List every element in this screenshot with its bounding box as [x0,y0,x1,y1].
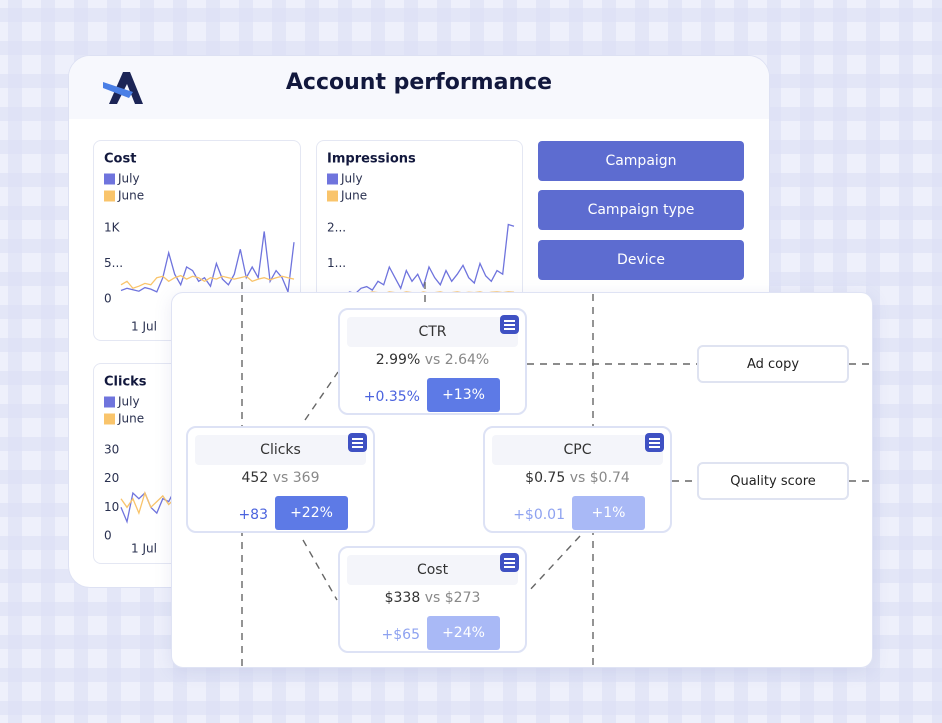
connector [302,539,338,601]
node-delta: +$0.01 [513,507,565,523]
metric-node[interactable]: Clicks 452 vs 369 +83 +22% [186,426,375,533]
legend-label: July [117,172,140,186]
y-tick-label: 1K [104,221,121,235]
node-delta: +83 [238,507,268,523]
node-vs: vs [272,470,289,486]
legend-swatch [104,413,115,425]
legend-label: June [340,189,367,203]
node-compare: 2.64% [444,352,490,368]
legend-swatch [104,173,115,185]
node-delta: +$65 [381,627,420,643]
node-value-row: 2.99% vs 2.64% [340,352,525,368]
y-tick-label: 0 [104,529,112,543]
icon-bar [504,558,515,560]
widget-title: Impressions [327,152,416,167]
icon-bar [352,438,363,440]
y-tick-label: 2... [327,221,346,235]
node-header: CTR [347,317,518,347]
widget-title: Cost [104,152,136,167]
node-title: CPC [563,442,592,458]
x-axis-label: 1 Jul [131,320,157,334]
metric-node[interactable]: CTR 2.99% vs 2.64% +0.35% +13% [338,308,527,415]
node-header: Cost [347,555,518,585]
node-delta: +0.35% [363,389,420,405]
node-header: CPC [492,435,663,465]
y-tick-label: 30 [104,443,119,457]
node-vs: vs [569,470,586,486]
widget-title: Clicks [104,375,147,390]
logo [103,72,143,104]
node-compare: 369 [292,470,320,486]
node-value-row: $0.75 vs $0.74 [485,470,670,486]
node-value-row: 452 vs 369 [188,470,373,486]
icon-bar [649,438,660,440]
legend-label: July [340,172,363,186]
legend-swatch [104,190,115,202]
icon-bar [649,442,660,444]
icon-bar [649,446,660,448]
node-value: $338 [384,590,421,606]
metric-node[interactable]: Cost $338 vs $273 +$65 +24% [338,546,527,653]
node-title: CTR [418,324,447,340]
page-title: Account performance [285,70,553,95]
y-tick-label: 20 [104,471,119,485]
connector [304,371,339,421]
y-tick-label: 1... [327,256,346,270]
node-change: +22% [275,496,348,530]
icon-bar [352,446,363,448]
node-change: +13% [427,378,500,412]
icon-bar [504,562,515,564]
factor-pill[interactable]: Quality score [697,462,849,500]
metric-node[interactable]: CPC $0.75 vs $0.74 +$0.01 +1% [483,426,672,533]
node-change: +1% [572,496,645,530]
node-header: Clicks [195,435,366,465]
node-value: 2.99% [375,352,421,368]
mini-chart: Cost July June 1K 5... 0 1 Jul [104,152,295,334]
y-tick-label: 10 [104,500,119,514]
series-line [120,231,295,295]
node-value: 452 [241,470,269,486]
node-vs: vs [424,590,441,606]
icon-bar [504,320,515,322]
node-compare: $0.74 [589,470,630,486]
icon-bar [504,328,515,330]
node-icon[interactable] [645,433,664,452]
card-header [69,56,769,119]
node-value: $0.75 [525,470,566,486]
filter-button[interactable]: Campaign [538,141,744,181]
y-tick-label: 5... [104,256,123,270]
icon-bar [504,324,515,326]
node-vs: vs [424,352,441,368]
filter-button[interactable]: Campaign type [538,190,744,230]
legend-label: June [117,412,144,426]
x-axis-label: 1 Jul [131,542,157,556]
filter-button[interactable]: Device [538,240,744,280]
y-tick-label: 0 [104,292,112,306]
node-title: Cost [416,562,449,578]
legend-label: June [117,189,144,203]
icon-bar [352,442,363,444]
legend-swatch [104,396,115,408]
legend-swatch [327,173,338,185]
node-change: +24% [427,616,500,650]
series-line [120,274,295,290]
node-compare: $273 [444,590,481,606]
legend-label: July [117,395,140,409]
node-icon[interactable] [500,553,519,572]
node-title: Clicks [260,442,301,458]
node-icon[interactable] [348,433,367,452]
series-line [343,223,515,296]
factor-pill[interactable]: Ad copy [697,345,849,383]
connector [527,535,581,593]
icon-bar [504,566,515,568]
node-value-row: $338 vs $273 [340,590,525,606]
legend-swatch [327,190,338,202]
node-icon[interactable] [500,315,519,334]
